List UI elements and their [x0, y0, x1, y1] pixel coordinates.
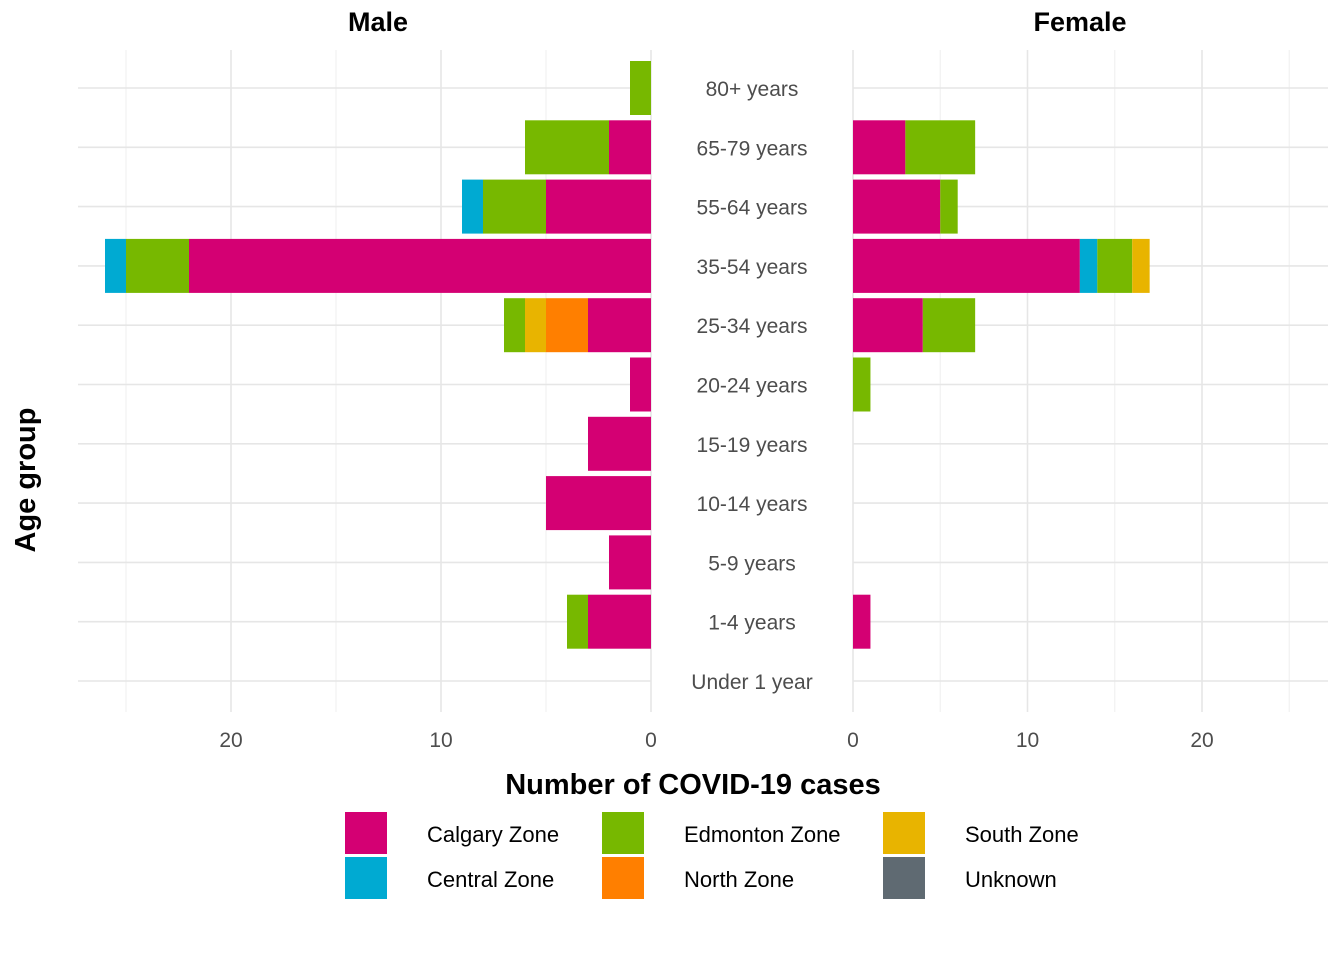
y-tick-label: Under 1 year	[691, 671, 812, 694]
male-bar-segment	[630, 357, 651, 412]
female-bar-segment	[905, 120, 976, 175]
male-x-tick-label: 10	[429, 729, 452, 752]
male-bar-segment	[588, 594, 651, 649]
male-bar-segment	[126, 238, 189, 293]
male-bar-segment	[105, 238, 126, 293]
legend-swatch	[883, 857, 925, 899]
male-bar-segment	[504, 298, 525, 353]
male-bar-segment	[462, 179, 483, 234]
male-bar-segment	[609, 535, 651, 590]
female-bar-segment	[853, 238, 1080, 293]
male-bar-segment	[630, 61, 651, 115]
legend-label: Unknown	[965, 867, 1057, 892]
male-bar-segment	[588, 298, 651, 353]
bars-layer	[105, 61, 1150, 649]
y-tick-label: 80+ years	[706, 78, 799, 101]
male-bar-segment	[525, 298, 546, 353]
grid-layer	[78, 50, 1328, 712]
male-bar-segment	[546, 298, 588, 353]
y-tick-label: 55-64 years	[697, 197, 808, 220]
male-bar-segment	[609, 120, 651, 175]
female-bar-segment	[853, 594, 871, 649]
male-x-tick-label: 20	[219, 729, 242, 752]
male-panel-title: Male	[348, 7, 408, 37]
female-bar-segment	[853, 120, 906, 175]
male-bar-segment	[189, 238, 651, 293]
female-bar-segment	[1132, 238, 1150, 293]
y-tick-label: 15-19 years	[697, 434, 808, 457]
y-tick-label: 5-9 years	[708, 552, 796, 575]
legend-swatch	[345, 812, 387, 854]
male-bar-segment	[567, 594, 588, 649]
legend-label: South Zone	[965, 822, 1079, 847]
legend-label: Central Zone	[427, 867, 554, 892]
legend-label: North Zone	[684, 867, 794, 892]
legend-swatch	[883, 812, 925, 854]
male-bar-segment	[546, 179, 651, 234]
female-bar-segment	[922, 298, 976, 353]
male-bar-segment	[546, 476, 651, 531]
female-x-tick-label: 20	[1190, 729, 1213, 752]
y-axis-title: Age group	[10, 408, 42, 553]
y-tick-label: 65-79 years	[697, 137, 808, 160]
female-bar-segment	[853, 357, 871, 412]
y-tick-label: 25-34 years	[697, 315, 808, 338]
y-tick-label: 35-54 years	[697, 256, 808, 279]
legend: Calgary Zone Central Zone Edmonton Zone Nor…	[345, 812, 1079, 899]
female-bar-segment	[940, 179, 958, 234]
legend-label: Calgary Zone	[427, 822, 559, 847]
female-bar-segment	[853, 298, 923, 353]
female-panel-title: Female	[1033, 7, 1126, 37]
female-bar-segment	[1097, 238, 1133, 293]
text-layer: Male Female Number of COVID-19 cases Age…	[10, 7, 1214, 801]
y-tick-label: 1-4 years	[708, 612, 796, 635]
female-x-tick-label: 0	[847, 729, 859, 752]
legend-swatch	[345, 857, 387, 899]
legend-swatch	[602, 857, 644, 899]
female-bar-segment	[1079, 238, 1098, 293]
female-bar-segment	[853, 179, 941, 234]
male-x-tick-label: 0	[645, 729, 657, 752]
legend-label: Edmonton Zone	[684, 822, 841, 847]
male-bar-segment	[588, 416, 651, 471]
female-x-tick-label: 10	[1016, 729, 1039, 752]
y-tick-label: 20-24 years	[697, 375, 808, 398]
male-bar-segment	[483, 179, 546, 234]
y-tick-label: 10-14 years	[697, 493, 808, 516]
male-bar-segment	[525, 120, 609, 175]
legend-swatch	[602, 812, 644, 854]
x-axis-title: Number of COVID-19 cases	[505, 769, 881, 801]
